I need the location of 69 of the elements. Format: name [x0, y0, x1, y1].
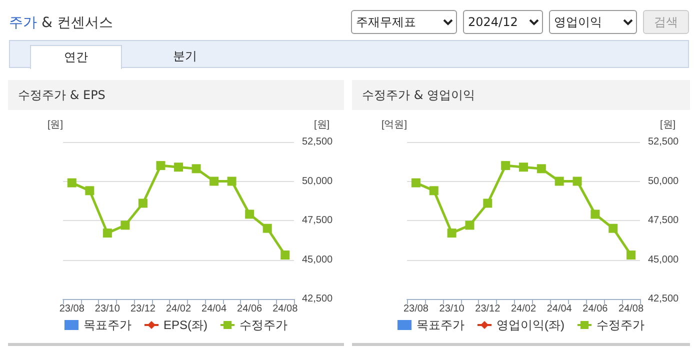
point	[590, 210, 600, 219]
x-tick-label: 23/08	[403, 304, 429, 314]
y2-tick-label: 45,000	[648, 254, 680, 266]
point	[210, 176, 219, 186]
point	[120, 220, 130, 230]
y2-axis-title: [원]	[314, 120, 330, 130]
legend-label: 목표주가	[84, 318, 132, 332]
y2-tick-label: 47,500	[302, 215, 334, 226]
point	[572, 176, 582, 186]
y2-tick-label: 42,500	[302, 294, 334, 304]
legend-label: 수정주가	[240, 318, 288, 332]
x-tick-label: 24/02	[510, 304, 536, 314]
point	[156, 161, 166, 170]
y-axis-title: [억원]	[381, 120, 408, 130]
point	[411, 178, 420, 188]
x-tick-label: 24/02	[166, 304, 192, 314]
text: 영업이익	[549, 10, 637, 34]
y2-tick-label: 50,000	[648, 176, 680, 187]
point	[174, 162, 183, 172]
point	[227, 176, 236, 186]
chart-title: 수정주가 & EPS	[8, 80, 344, 110]
legend-label: 영업이익(좌)	[496, 318, 565, 332]
y2-tick-label: 52,500	[648, 136, 680, 148]
point	[67, 178, 76, 188]
point	[85, 186, 94, 196]
point	[626, 250, 636, 260]
x-tick-label: 24/08	[272, 304, 298, 314]
point	[519, 162, 528, 172]
point	[280, 250, 290, 260]
text: 검색	[643, 10, 689, 34]
legend-label: 목표주가	[416, 318, 465, 332]
point	[447, 228, 456, 238]
chart-title: 수정주가 & 영업이익	[352, 80, 690, 110]
point	[245, 210, 254, 219]
x-tick-label: 24/08	[618, 304, 644, 314]
x-tick-label: 24/06	[237, 304, 263, 314]
point	[429, 186, 438, 196]
point	[192, 164, 201, 174]
text: 주재무제표	[351, 10, 457, 34]
point	[501, 161, 510, 170]
x-tick-label: 23/12	[130, 304, 156, 314]
point	[102, 228, 112, 238]
x-tick-label: 24/06	[582, 304, 608, 314]
point	[262, 224, 272, 233]
x-tick-label: 23/10	[94, 304, 120, 314]
x-tick-label: 23/10	[439, 304, 465, 314]
x-tick-label: 23/08	[59, 304, 85, 314]
x-tick-label: 24/04	[202, 304, 227, 314]
point	[483, 198, 492, 208]
y2-tick-label: 50,000	[302, 176, 334, 187]
point	[554, 176, 564, 186]
y2-tick-label: 45,000	[302, 254, 334, 266]
point	[608, 224, 618, 233]
y2-tick-label: 52,500	[302, 136, 334, 148]
text: 주가 & 컨센서스	[9, 14, 113, 32]
text: 2024/12	[463, 10, 543, 34]
x-tick-label: 23/12	[475, 304, 501, 314]
legend-label: 수정주가	[596, 318, 644, 332]
y2-axis-title: [원]	[660, 120, 676, 130]
point	[465, 220, 474, 230]
point	[138, 198, 148, 208]
point	[536, 164, 546, 174]
y2-tick-label: 47,500	[648, 215, 680, 226]
text: 연간	[30, 45, 122, 69]
text: 분기	[172, 48, 198, 65]
y2-tick-label: 42,500	[648, 294, 680, 304]
x-tick-label: 24/04	[546, 304, 572, 314]
legend-label: EPS(좌)	[164, 318, 208, 332]
y-axis-title: [원]	[47, 120, 64, 130]
